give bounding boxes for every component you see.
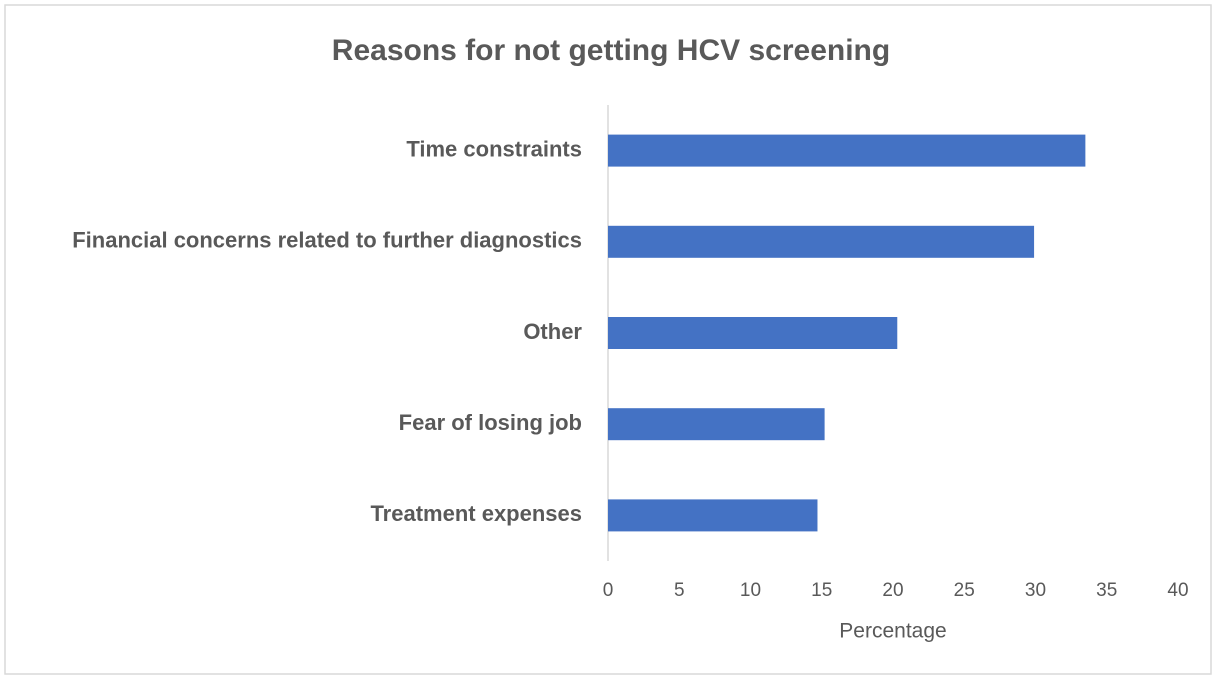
x-tick-label: 15 [811, 580, 832, 601]
x-tick-label: 20 [882, 580, 903, 601]
bar [608, 408, 825, 441]
y-tick-label: Time constraints [406, 136, 582, 161]
x-axis-label: Percentage [839, 620, 946, 643]
bar [608, 317, 898, 349]
y-tick-label: Treatment expenses [370, 501, 582, 526]
x-tick-label: 0 [603, 580, 614, 601]
x-tick-label: 5 [674, 580, 685, 601]
chart-title: Reasons for not getting HCV screening [332, 34, 890, 67]
x-tick-label: 30 [1025, 580, 1046, 601]
x-tick-label: 25 [954, 580, 975, 601]
bar [608, 225, 1035, 258]
x-tick-label: 35 [1096, 580, 1117, 601]
x-tick-label: 40 [1167, 580, 1188, 601]
x-tick-label: 10 [740, 580, 761, 601]
bar [608, 499, 818, 532]
y-tick-label: Other [523, 319, 582, 344]
y-tick-label: Fear of losing job [399, 410, 582, 435]
bar [608, 134, 1086, 167]
y-tick-label: Financial concerns related to further di… [72, 228, 582, 253]
